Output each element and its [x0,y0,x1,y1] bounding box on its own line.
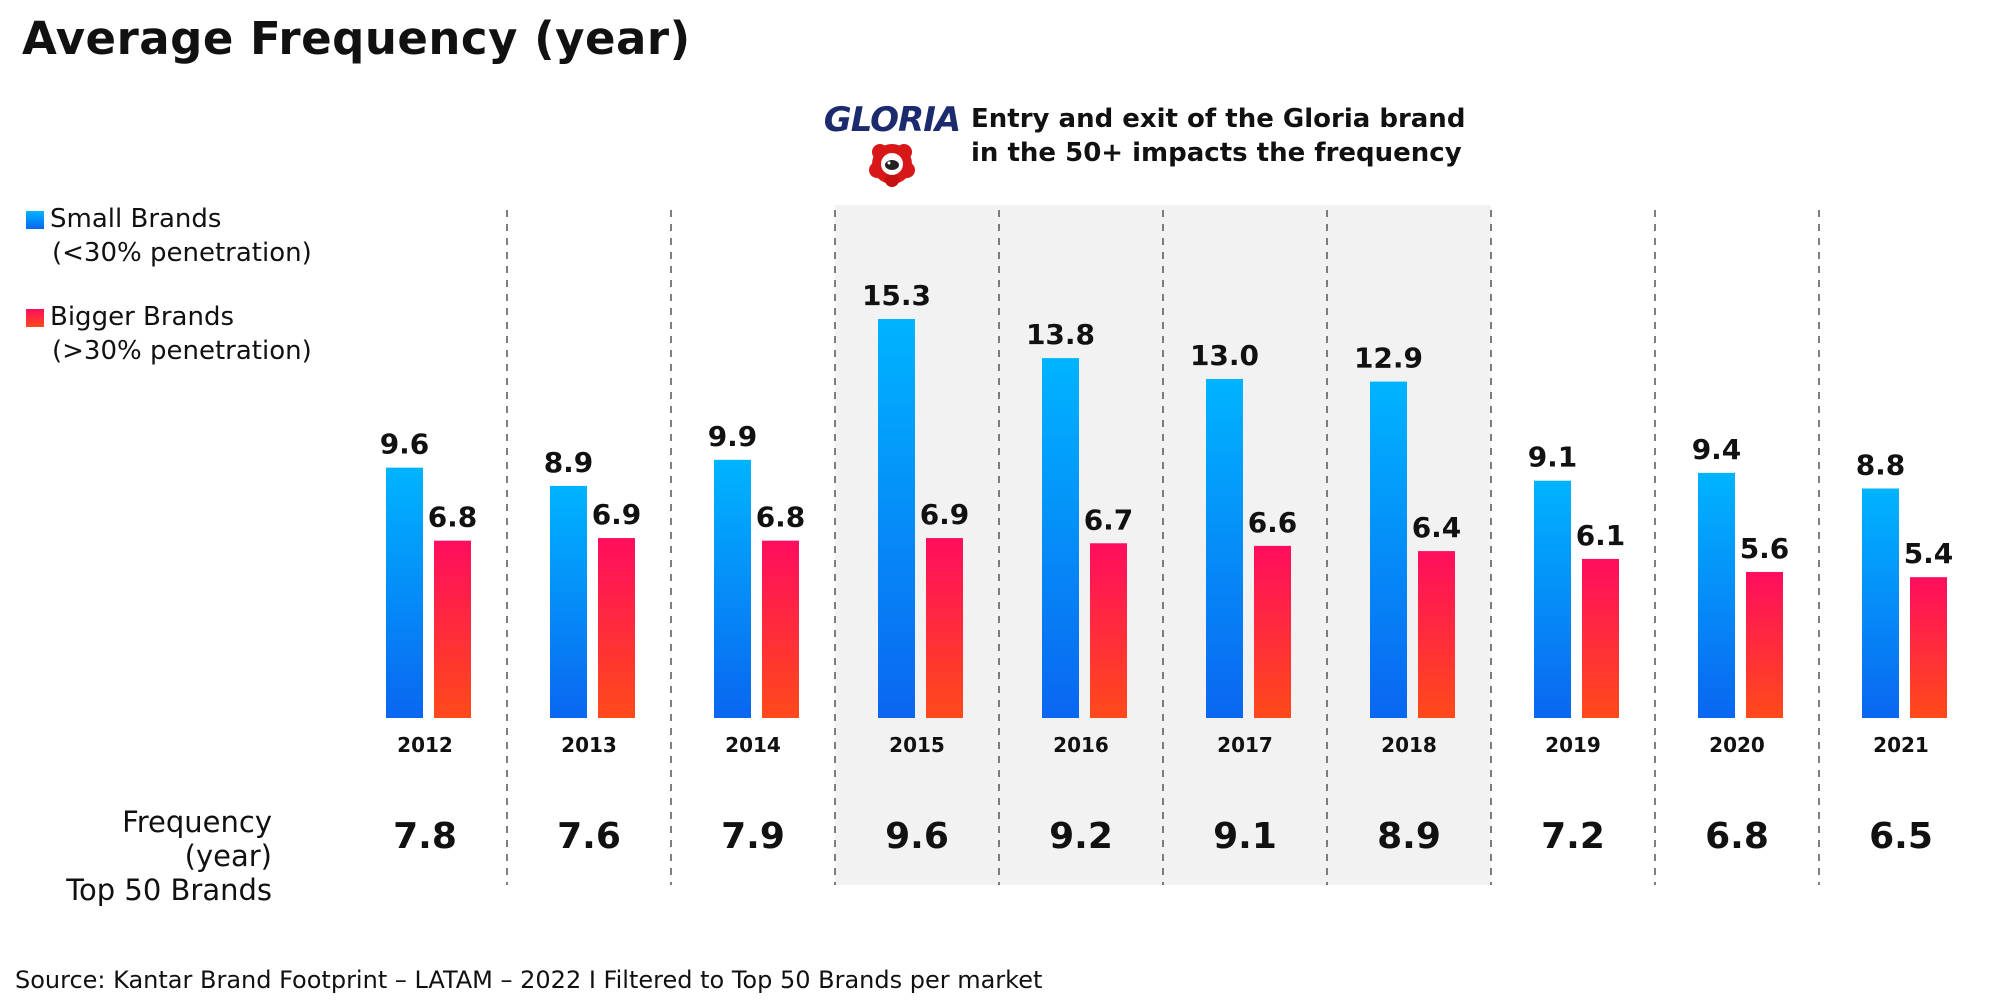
small-brands-value-label: 9.9 [708,420,758,453]
legend-label-small: Small Brands [50,204,222,234]
chart-legend: Small Brands (<30% penetration) Bigger B… [26,202,312,398]
small-brands-bar [1206,378,1243,718]
small-brands-value-label: 9.6 [380,428,430,461]
small-brands-bar [1534,480,1571,718]
small-brands-bar [714,459,751,718]
small-brands-bar [386,467,423,718]
top50-frequency-value: 6.5 [1869,816,1933,857]
legend-sub-small: (<30% penetration) [52,238,312,268]
source-note: Source: Kantar Brand Footprint – LATAM –… [15,966,1043,994]
x-tick-label: 2019 [1545,733,1601,757]
bigger-brands-value-label: 6.9 [920,498,970,531]
small-brands-bar [1370,381,1407,718]
top50-frequency-value: 7.9 [721,816,785,857]
chart-title: Average Frequency (year) [22,12,691,65]
top50-frequency-value: 8.9 [1377,816,1441,857]
bigger-brands-bar [1746,571,1783,718]
legend-label-big: Bigger Brands [50,302,235,332]
bigger-brands-value-label: 6.9 [592,498,642,531]
bigger-brands-value-label: 6.4 [1412,511,1462,544]
small-brands-bar [1698,472,1735,718]
bigger-brands-value-label: 6.7 [1084,503,1134,536]
small-brands-bar [550,485,587,718]
top50-frequency-value: 9.6 [885,816,949,857]
bigger-brands-value-label: 6.8 [428,501,478,534]
gloria-logo-wordmark: GLORIA [823,100,961,140]
frequency-row-label: Frequency (year) Top 50 Brands [26,805,272,907]
top50-frequency-value: 9.1 [1213,816,1277,857]
annotation-text: Entry and exit of the Gloria brand in th… [971,102,1465,170]
legend-item-bigger-brands: Bigger Brands (>30% penetration) [26,300,312,368]
bigger-brands-bar [434,540,471,718]
small-brands-value-label: 9.1 [1528,441,1578,474]
bigger-brands-value-label: 6.8 [756,501,806,534]
x-tick-label: 2014 [725,733,781,757]
annotation-line-2: in the 50+ impacts the frequency [971,138,1462,168]
small-brands-value-label: 8.8 [1856,449,1906,482]
x-tick-label: 2017 [1217,733,1273,757]
bigger-brands-bar [926,538,963,718]
x-tick-label: 2013 [561,733,617,757]
annotation-line-1: Entry and exit of the Gloria brand [971,104,1466,134]
small-brands-value-label: 15.3 [862,279,931,312]
small-brands-value-label: 8.9 [544,446,594,479]
bigger-brands-value-label: 6.6 [1248,506,1298,539]
bigger-brands-bar [1090,543,1127,718]
small-brands-bar [878,319,915,718]
cow-seal-icon [869,144,915,187]
small-brands-value-label: 9.4 [1692,433,1742,466]
gloria-logo: GLORIA [824,102,961,188]
top50-frequency-value: 9.2 [1049,816,1113,857]
x-tick-label: 2015 [889,733,945,757]
bigger-brands-bar [762,540,799,718]
bigger-brands-bar [1910,577,1947,718]
legend-swatch-big [26,309,44,327]
top50-frequency-value: 7.2 [1541,816,1605,857]
small-brands-value-label: 13.8 [1026,318,1095,351]
row-label-line-2: Top 50 Brands [66,873,272,907]
top50-frequency-value: 6.8 [1705,816,1769,857]
legend-sub-big: (>30% penetration) [52,336,312,366]
x-tick-label: 2018 [1381,733,1437,757]
bigger-brands-bar [598,538,635,718]
legend-swatch-small [26,211,44,229]
legend-item-small-brands: Small Brands (<30% penetration) [26,202,312,270]
x-tick-label: 2020 [1709,733,1765,757]
small-brands-bar [1042,358,1079,718]
bigger-brands-value-label: 5.6 [1740,532,1790,565]
x-tick-label: 2012 [397,733,453,757]
bigger-brands-bar [1418,551,1455,718]
bigger-brands-bar [1582,558,1619,718]
small-brands-value-label: 13.0 [1190,339,1259,372]
top50-frequency-value: 7.8 [393,816,457,857]
x-tick-label: 2016 [1053,733,1109,757]
x-tick-label: 2021 [1873,733,1929,757]
gloria-annotation: GLORIA Entry and exit of the Gloria bran… [824,102,1465,188]
top50-frequency-value: 7.6 [557,816,621,857]
small-brands-bar [1862,488,1899,718]
bigger-brands-value-label: 6.1 [1576,519,1626,552]
row-label-line-1: Frequency (year) [122,805,272,873]
small-brands-value-label: 12.9 [1354,342,1423,375]
bigger-brands-value-label: 5.4 [1904,537,1954,570]
bigger-brands-bar [1254,545,1291,718]
